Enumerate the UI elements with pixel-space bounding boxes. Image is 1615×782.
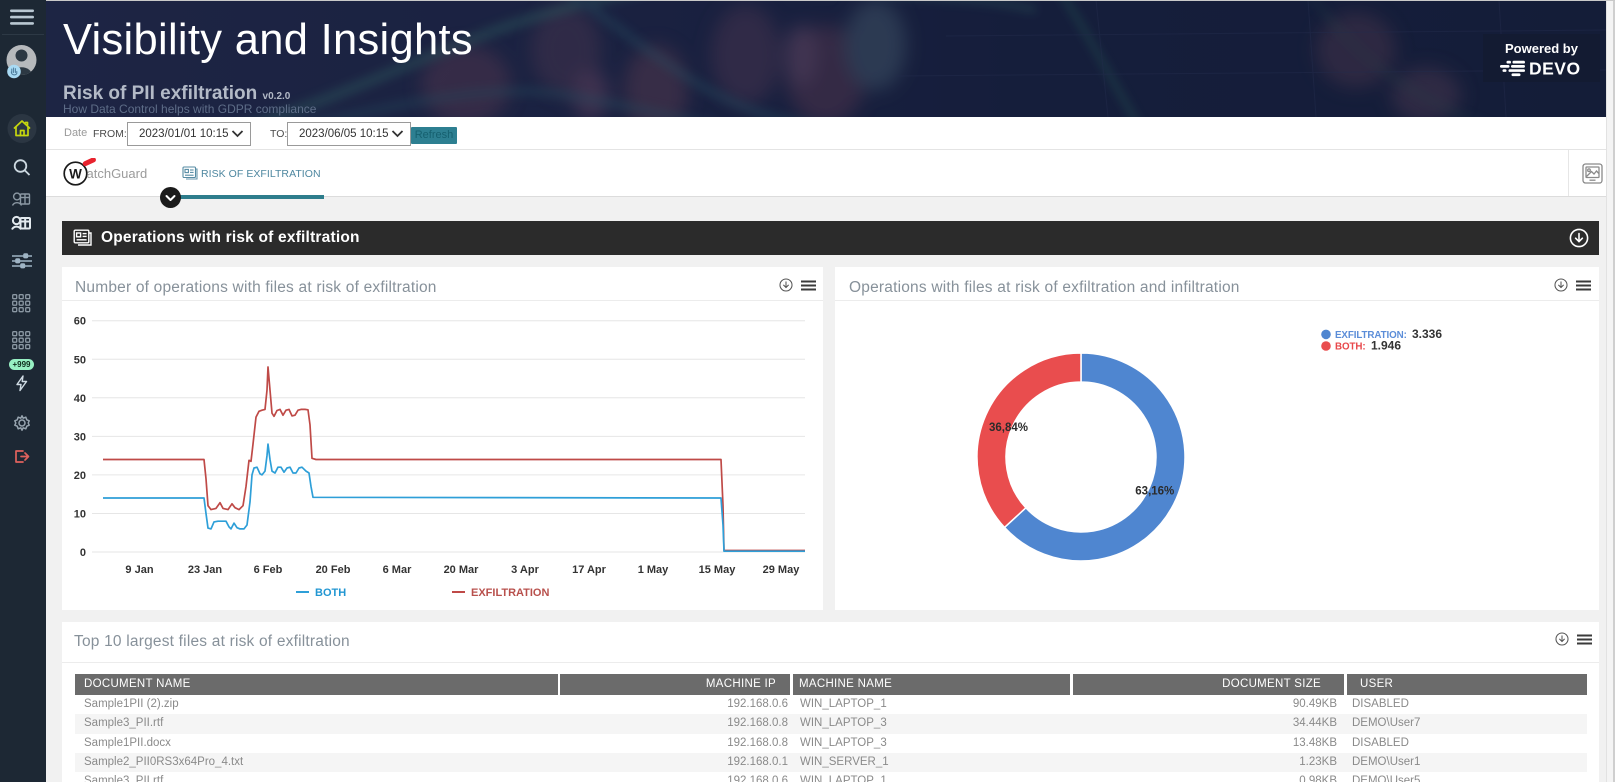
svg-text:40: 40 bbox=[74, 393, 86, 405]
svg-text:36,84%: 36,84% bbox=[989, 422, 1028, 434]
svg-text:EXFILTRATION:: EXFILTRATION: bbox=[1335, 330, 1407, 341]
svg-text:EXFILTRATION: EXFILTRATION bbox=[471, 587, 549, 599]
svg-text:23 Jan: 23 Jan bbox=[188, 564, 223, 576]
svg-text:6 Mar: 6 Mar bbox=[383, 564, 412, 576]
svg-text:17 Apr: 17 Apr bbox=[572, 564, 607, 576]
svg-text:3.336: 3.336 bbox=[1412, 327, 1442, 341]
svg-text:20 Feb: 20 Feb bbox=[316, 564, 351, 576]
svg-text:6 Feb: 6 Feb bbox=[254, 564, 283, 576]
svg-text:20 Mar: 20 Mar bbox=[444, 564, 480, 576]
svg-text:9 Jan: 9 Jan bbox=[125, 564, 153, 576]
svg-text:30: 30 bbox=[74, 431, 86, 443]
svg-text:10: 10 bbox=[74, 509, 86, 521]
svg-text:15 May: 15 May bbox=[699, 564, 737, 576]
svg-text:1.946: 1.946 bbox=[1371, 339, 1401, 353]
svg-text:BOTH: BOTH bbox=[315, 587, 346, 599]
svg-text:DEVO: DEVO bbox=[1529, 59, 1581, 79]
svg-text:50: 50 bbox=[74, 354, 86, 366]
svg-text:atchGuard: atchGuard bbox=[87, 166, 148, 181]
svg-text:W: W bbox=[69, 167, 82, 182]
svg-text:60: 60 bbox=[74, 316, 86, 328]
svg-text:1 May: 1 May bbox=[638, 564, 669, 576]
svg-text:3 Apr: 3 Apr bbox=[511, 564, 539, 576]
svg-text:0: 0 bbox=[80, 547, 86, 559]
svg-text:63,16%: 63,16% bbox=[1135, 486, 1174, 498]
svg-text:20: 20 bbox=[74, 470, 86, 482]
svg-text:BOTH:: BOTH: bbox=[1335, 342, 1366, 353]
svg-text:29 May: 29 May bbox=[763, 564, 801, 576]
